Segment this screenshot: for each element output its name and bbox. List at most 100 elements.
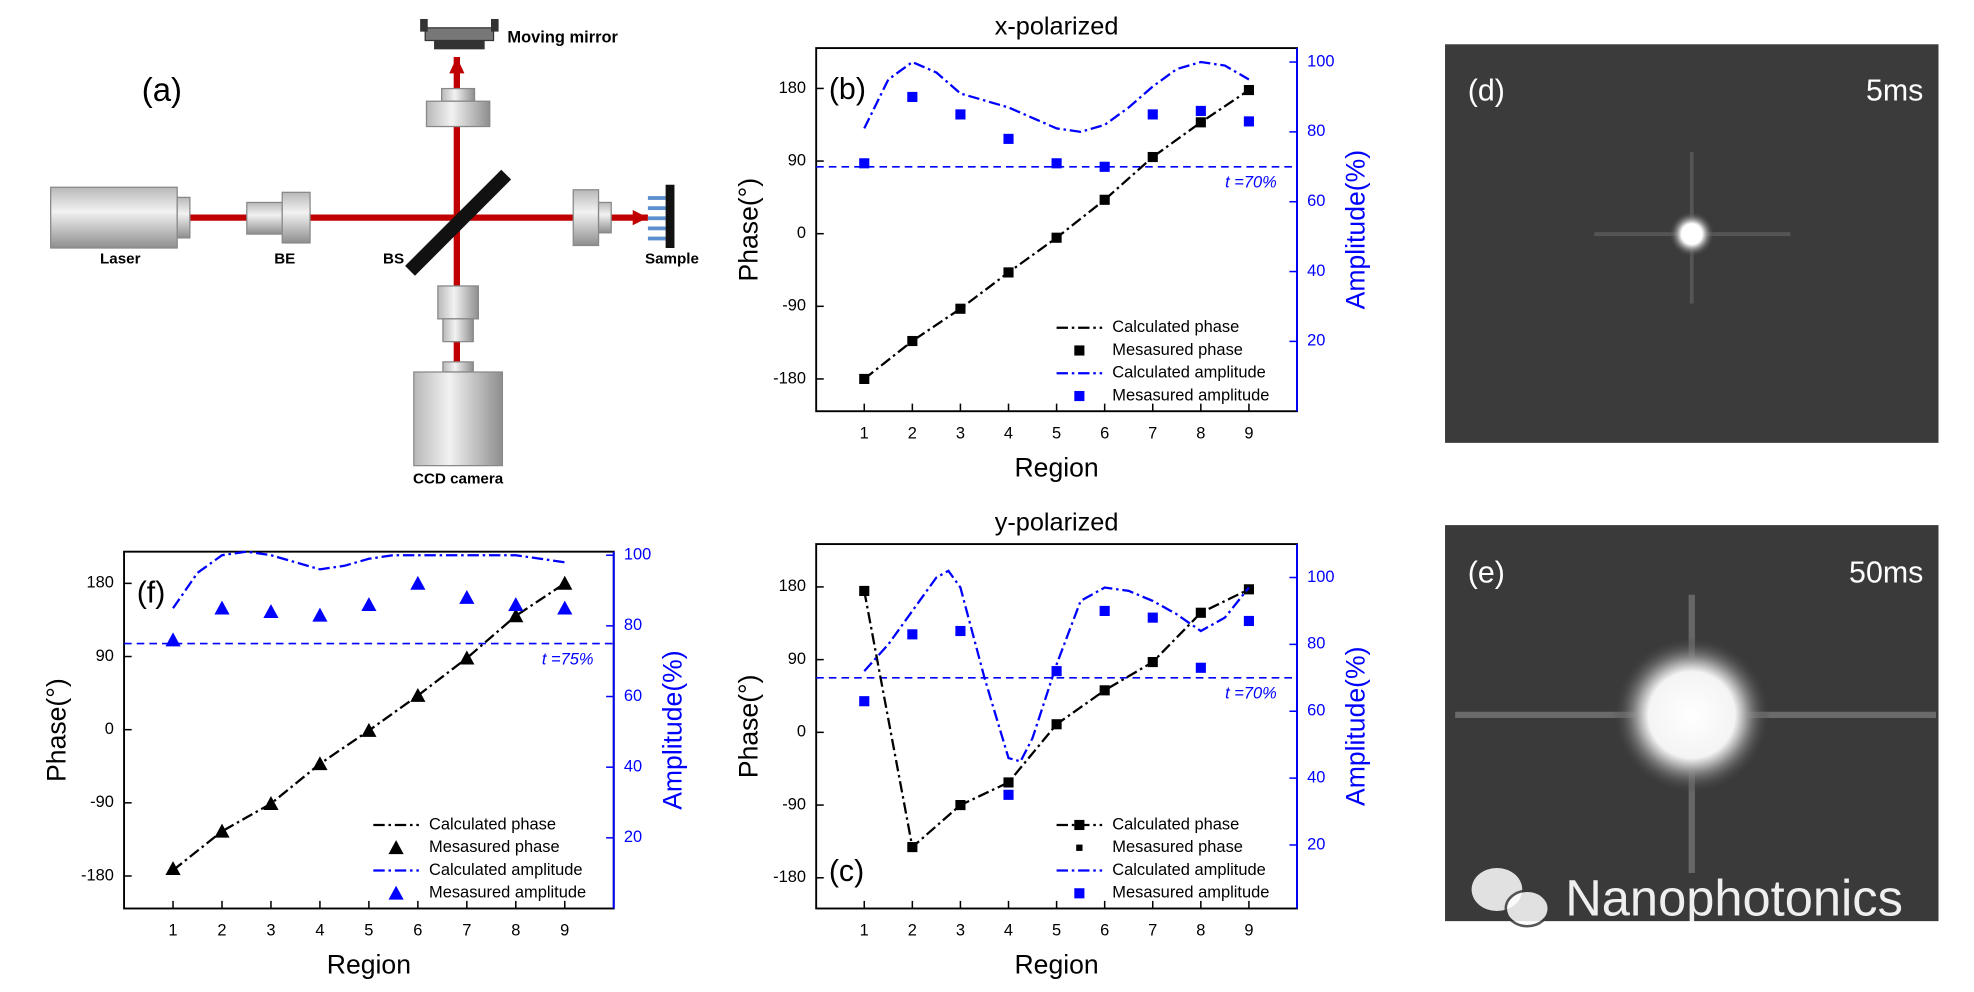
legend-marker: [1074, 390, 1085, 402]
data-point: [1003, 789, 1014, 800]
diagram-label: Laser: [100, 250, 141, 267]
legend-label: Calculated amplitude: [1112, 364, 1266, 382]
y-tick-label: 0: [797, 723, 806, 741]
threshold-label: t =70%: [1225, 174, 1277, 192]
data-point: [214, 600, 230, 615]
data-point: [1197, 609, 1204, 616]
lens: [572, 189, 600, 247]
data-point: [1243, 615, 1254, 627]
data-point: [859, 158, 870, 169]
x-tick-label: 1: [168, 922, 177, 940]
data-point: [955, 109, 966, 120]
legend-marker: [388, 885, 404, 900]
x-tick-label: 6: [413, 922, 422, 940]
y-tick-label: 0: [797, 224, 806, 242]
threshold-label: t =70%: [1225, 685, 1277, 703]
y-tick-label: 90: [788, 650, 806, 668]
data-point: [955, 625, 966, 637]
y2-tick-label: 40: [1307, 768, 1325, 786]
lens: [437, 285, 479, 320]
legend-label: Calculated amplitude: [429, 861, 583, 879]
data-point: [263, 604, 279, 619]
legend-label: Mesasured amplitude: [1112, 386, 1269, 404]
sample: [665, 184, 675, 248]
x-tick-label: 5: [1052, 424, 1061, 442]
data-point: [557, 600, 573, 615]
setup-diagram: (a) Moving mirror Laser BE BS Sample CCD…: [50, 18, 699, 488]
legend-marker: [1074, 345, 1085, 356]
data-point: [1005, 779, 1012, 786]
lens: [442, 318, 474, 343]
y2-axis-label: Amplitude(%): [657, 650, 687, 809]
x-tick-label: 4: [1004, 922, 1013, 940]
x-tick-label: 8: [1196, 922, 1205, 940]
panel-label: (f): [137, 577, 166, 610]
data-point: [410, 687, 426, 702]
data-point: [1051, 232, 1062, 243]
x-tick-label: 5: [1052, 922, 1061, 940]
y2-tick-label: 20: [1307, 835, 1325, 853]
y2-tick-label: 20: [1307, 332, 1325, 350]
series-line: [863, 588, 1250, 850]
arrow: [632, 210, 648, 226]
y-tick-label: 180: [779, 79, 806, 97]
y-tick-label: -90: [782, 297, 806, 315]
y-axis-label: Phase(°): [733, 674, 763, 778]
laser-spot: [1669, 211, 1715, 257]
moving-mirror: [491, 18, 499, 32]
threshold-label: t =75%: [542, 650, 594, 668]
exposure-label: 5ms: [1866, 74, 1923, 107]
legend-label: Mesasured phase: [1112, 838, 1243, 856]
legend-marker: [1074, 819, 1085, 831]
data-point: [1149, 658, 1156, 666]
data-point: [1195, 662, 1206, 673]
x-tick-label: 6: [1100, 424, 1109, 442]
data-point: [557, 575, 573, 590]
x-tick-label: 9: [1244, 424, 1253, 442]
beam-splitter: [405, 169, 512, 276]
data-point: [957, 801, 964, 809]
camera-images: (d) 5ms (e) 50ms Nanophotonics: [1445, 44, 1939, 928]
beam-expander: [246, 201, 283, 235]
data-point: [165, 861, 181, 875]
y2-tick-label: 100: [624, 546, 651, 564]
y-tick-label: 90: [96, 647, 114, 665]
data-point: [1003, 267, 1014, 278]
y-axis-label: Phase(°): [41, 678, 71, 782]
data-point: [1195, 117, 1206, 128]
data-point: [907, 91, 918, 103]
data-point: [312, 607, 328, 622]
panel-label: (b): [829, 73, 866, 106]
x-tick-label: 2: [908, 922, 917, 940]
y-tick-label: -180: [773, 868, 806, 886]
y2-tick-label: 80: [1307, 122, 1325, 140]
data-point: [859, 373, 870, 385]
y-tick-label: 90: [788, 151, 806, 169]
panel-label: (c): [829, 855, 864, 888]
legend-label: Calculated phase: [1112, 815, 1239, 833]
sample-structure: [647, 216, 666, 221]
data-point: [1243, 84, 1254, 96]
y-tick-label: 0: [105, 720, 114, 738]
data-point: [1101, 687, 1108, 694]
laser-spot: [1613, 636, 1771, 794]
x-axis-label: Region: [327, 950, 411, 980]
data-point: [1147, 109, 1158, 120]
moving-mirror: [434, 40, 485, 50]
data-point: [459, 650, 475, 665]
x-tick-label: 9: [1244, 922, 1253, 940]
lens: [441, 87, 476, 102]
x-tick-label: 3: [956, 424, 965, 442]
data-point: [508, 608, 524, 623]
x-tick-label: 6: [1100, 922, 1109, 940]
panel-label: (e): [1468, 556, 1505, 589]
legend-label: Mesasured amplitude: [429, 884, 586, 902]
diagram-label: Moving mirror: [507, 28, 618, 46]
y2-tick-label: 100: [1307, 568, 1334, 586]
sample-structure: [647, 206, 666, 211]
data-point: [1147, 612, 1158, 623]
data-point: [165, 632, 181, 647]
legend-marker: [1074, 888, 1085, 899]
y2-tick-label: 60: [624, 687, 642, 705]
